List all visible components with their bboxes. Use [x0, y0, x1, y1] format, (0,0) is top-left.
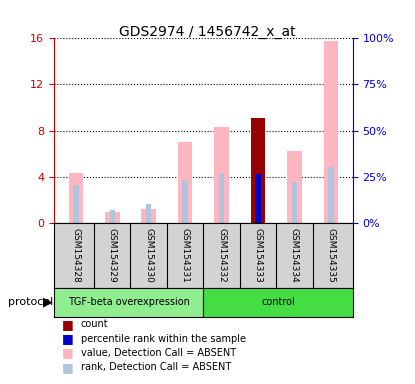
Text: GSM154328: GSM154328: [71, 228, 81, 283]
Text: count: count: [81, 319, 109, 329]
Bar: [219, 173, 224, 223]
Bar: [292, 182, 297, 223]
Text: GDS2974 / 1456742_x_at: GDS2974 / 1456742_x_at: [119, 25, 296, 39]
Bar: [105, 212, 120, 223]
Bar: [54, 288, 203, 317]
Text: ■: ■: [62, 361, 74, 374]
Text: control: control: [261, 297, 295, 308]
Text: GSM154334: GSM154334: [290, 228, 299, 283]
Text: GSM154333: GSM154333: [254, 228, 263, 283]
Text: rank, Detection Call = ABSENT: rank, Detection Call = ABSENT: [81, 362, 231, 372]
Bar: [178, 142, 193, 223]
Text: ■: ■: [62, 318, 74, 331]
Bar: [73, 185, 78, 223]
Text: TGF-beta overexpression: TGF-beta overexpression: [68, 297, 190, 308]
Text: GSM154331: GSM154331: [181, 228, 190, 283]
Bar: [255, 174, 261, 223]
Text: GSM154330: GSM154330: [144, 228, 153, 283]
Bar: [146, 204, 151, 223]
Text: GSM154335: GSM154335: [326, 228, 335, 283]
Bar: [203, 288, 353, 317]
Bar: [287, 151, 302, 223]
Text: protocol: protocol: [8, 297, 54, 307]
Bar: [110, 210, 115, 223]
Text: ▶: ▶: [43, 296, 53, 309]
Text: GSM154329: GSM154329: [108, 228, 117, 283]
Text: ■: ■: [62, 346, 74, 359]
Bar: [214, 127, 229, 223]
Text: ■: ■: [62, 332, 74, 345]
Text: GSM154332: GSM154332: [217, 228, 226, 283]
Bar: [324, 41, 338, 223]
Bar: [142, 209, 156, 223]
Text: percentile rank within the sample: percentile rank within the sample: [81, 334, 246, 344]
Bar: [68, 173, 83, 223]
Bar: [328, 167, 334, 223]
Bar: [251, 118, 265, 223]
Text: value, Detection Call = ABSENT: value, Detection Call = ABSENT: [81, 348, 236, 358]
Bar: [183, 180, 188, 223]
